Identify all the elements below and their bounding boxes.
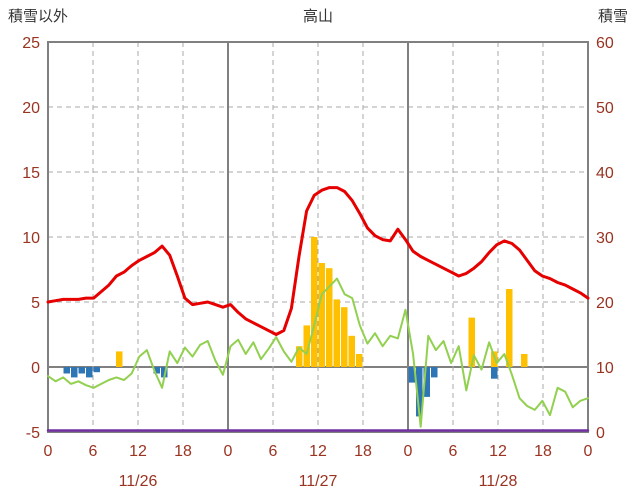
lines-layer xyxy=(46,186,590,432)
blue-bars-bar xyxy=(86,367,93,378)
blue-bars-bar xyxy=(153,367,160,374)
hour-tick-label: 18 xyxy=(174,443,192,460)
yellow-bars-bar xyxy=(296,346,303,367)
right-tick-label: 30 xyxy=(596,230,614,247)
right-tick-label: 40 xyxy=(596,165,614,182)
hour-tick-label: 6 xyxy=(269,443,278,460)
yellow-bars-bar xyxy=(348,335,355,367)
hour-tick-label: 0 xyxy=(404,443,413,460)
yellow-bars-bar xyxy=(116,351,123,367)
yellow-bars-bar xyxy=(468,317,475,367)
hour-tick-label: 12 xyxy=(489,443,507,460)
blue-bars-bar xyxy=(416,367,423,417)
hour-tick-label: 0 xyxy=(584,443,593,460)
hour-tick-label: 12 xyxy=(129,443,147,460)
date-label: 11/27 xyxy=(299,473,338,490)
blue-bars-bar xyxy=(71,367,78,378)
yellow-bars-bar xyxy=(356,354,363,367)
right-tick-label: 10 xyxy=(596,360,614,377)
blue-bars-bar xyxy=(431,367,438,378)
chart-title: 高山 xyxy=(303,8,333,25)
blue-bars-bar xyxy=(491,367,498,379)
blue-bars-bar xyxy=(408,367,415,383)
left-tick-label: 5 xyxy=(31,295,40,312)
left-axis-title: 積雪以外 xyxy=(8,8,68,25)
hour-tick-label: 6 xyxy=(89,443,98,460)
left-tick-label: 25 xyxy=(22,35,40,52)
left-tick-label: 0 xyxy=(31,360,40,377)
yellow-bars-bar xyxy=(333,299,340,367)
yellow-bars-bar xyxy=(341,307,348,367)
right-tick-label: 20 xyxy=(596,295,614,312)
right-tick-label: 0 xyxy=(596,425,605,442)
blue-bars-bar xyxy=(63,367,70,374)
yellow-bars-bar xyxy=(311,237,318,367)
hour-tick-label: 0 xyxy=(224,443,233,460)
right-tick-label: 60 xyxy=(596,35,614,52)
right-tick-label: 50 xyxy=(596,100,614,117)
yellow-bars-bar xyxy=(326,268,333,367)
grid-layer xyxy=(47,41,589,433)
date-label: 11/26 xyxy=(119,473,158,490)
blue-bars-bar xyxy=(423,367,430,397)
yellow-bars-bar xyxy=(521,354,528,367)
left-tick-label: 10 xyxy=(22,230,40,247)
left-tick-label: 20 xyxy=(22,100,40,117)
blue-bars-bar xyxy=(161,367,168,378)
yellow-bars-bar xyxy=(506,289,513,367)
yellow-bars-bar xyxy=(318,263,325,367)
hour-tick-label: 18 xyxy=(534,443,552,460)
hour-tick-label: 0 xyxy=(44,443,53,460)
left-tick-label: 15 xyxy=(22,165,40,182)
red-line xyxy=(46,186,590,336)
yellow-bars-bar xyxy=(303,325,310,367)
left-tick-label: -5 xyxy=(26,425,40,442)
blue-bars-bar xyxy=(78,367,85,374)
plot-border xyxy=(47,41,589,433)
hour-tick-label: 18 xyxy=(354,443,372,460)
blue-bars-bar xyxy=(93,367,100,373)
hour-tick-label: 12 xyxy=(309,443,327,460)
right-axis-title: 積雪 xyxy=(598,8,628,25)
date-label: 11/28 xyxy=(479,473,518,490)
green-line xyxy=(47,277,589,428)
hour-tick-label: 6 xyxy=(449,443,458,460)
